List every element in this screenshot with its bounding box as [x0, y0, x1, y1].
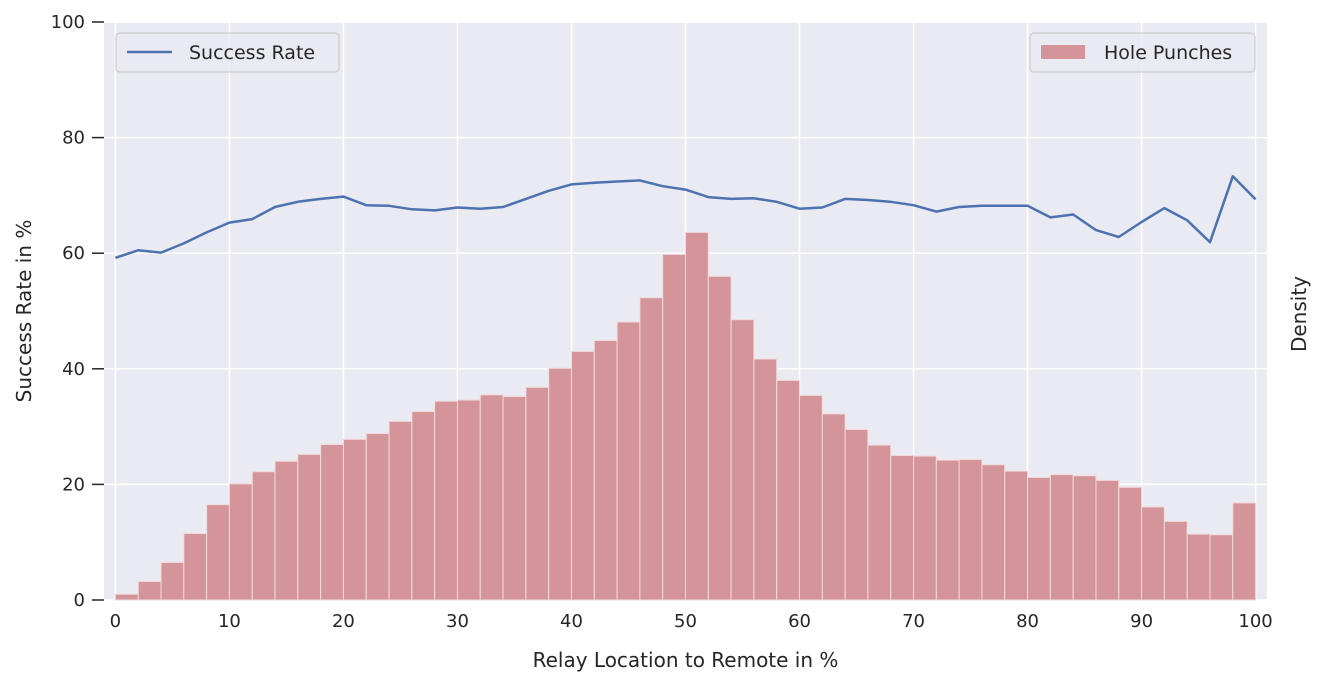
histogram-bar	[183, 533, 208, 601]
histogram-bar	[1163, 520, 1188, 601]
x-tick-label: 50	[674, 611, 697, 632]
histogram-bar	[935, 459, 960, 601]
histogram-bar	[890, 455, 915, 601]
x-axis-label: Relay Location to Remote in %	[533, 648, 839, 672]
histogram-bar	[1049, 474, 1074, 601]
legend-box	[115, 32, 340, 73]
histogram-bar	[958, 459, 983, 601]
histogram-bar	[1232, 502, 1257, 601]
legend-success-rate: Success Rate	[115, 32, 340, 73]
y-tick-label: 20	[62, 474, 85, 495]
legend-label-hole-punches: Hole Punches	[1104, 42, 1232, 64]
axes: 0 10 20 30 40 50 60 70 80 90 100 0 20 40 60 80 100	[51, 12, 1273, 632]
y-tick-label: 0	[74, 590, 85, 611]
y-tick-label: 60	[62, 243, 85, 264]
histogram-bar	[821, 413, 846, 601]
histogram-bar	[320, 444, 344, 601]
legend-bar-swatch	[1041, 45, 1085, 59]
x-tick-label: 80	[1016, 611, 1039, 632]
histogram-bar	[867, 444, 892, 601]
histogram-bar	[1186, 533, 1211, 601]
right-axis-label: Density	[1287, 276, 1311, 352]
y-tick-label: 100	[51, 12, 85, 33]
x-tick-label: 90	[1130, 611, 1153, 632]
histogram-bar	[981, 464, 1006, 601]
success-rate-line-group	[115, 175, 1257, 259]
histogram-bar	[342, 438, 367, 601]
histogram-bar	[388, 420, 413, 601]
histogram-bar	[1118, 486, 1143, 601]
success-rate-line	[115, 175, 1257, 259]
x-tick-label: 60	[788, 611, 811, 632]
histogram-bar	[1004, 470, 1029, 601]
histogram-bar	[799, 394, 823, 601]
histogram-bar	[137, 581, 162, 601]
x-tick-label: 70	[902, 611, 925, 632]
histogram-bar	[456, 399, 481, 601]
histogram-bar	[685, 231, 709, 601]
histogram-bar	[365, 433, 390, 601]
histogram-bar	[297, 453, 322, 601]
y-tick-label: 80	[62, 128, 85, 149]
x-tick-label: 0	[110, 611, 121, 632]
histogram-bar	[114, 593, 139, 601]
histogram-bar	[1141, 506, 1165, 601]
histogram-bar	[1072, 475, 1097, 601]
histogram-bar	[1095, 479, 1120, 601]
histogram-bar	[1027, 476, 1051, 601]
hole-punches-bars	[114, 231, 1257, 601]
legend-box	[1029, 32, 1256, 73]
legend-hole-punches: Hole Punches	[1029, 32, 1256, 73]
x-tick-label: 100	[1238, 611, 1272, 632]
histogram-bar	[616, 321, 641, 601]
histogram-bar	[753, 358, 778, 601]
histogram-bar	[639, 297, 664, 601]
histogram-bar	[274, 460, 299, 601]
histogram-bar	[662, 253, 687, 601]
y-axis-label: Success Rate in %	[12, 220, 36, 403]
histogram-bar	[525, 386, 550, 601]
histogram-bar	[707, 275, 732, 601]
histogram-bar	[228, 483, 253, 601]
histogram-bar	[913, 455, 937, 601]
histogram-bar	[434, 400, 458, 601]
histogram-bar	[206, 504, 230, 601]
histogram-bar	[593, 339, 618, 601]
x-tick-label: 30	[446, 611, 469, 632]
histogram-bar	[548, 367, 572, 601]
x-tick-label: 10	[218, 611, 241, 632]
x-tick-label: 40	[560, 611, 583, 632]
histogram-bar	[1209, 534, 1234, 601]
histogram-bar	[160, 561, 185, 601]
histogram-bar	[251, 471, 276, 601]
histogram-bar	[411, 411, 436, 601]
histogram-bar	[502, 396, 527, 601]
histogram-bar	[844, 428, 869, 601]
histogram-bar	[479, 394, 504, 601]
legend-label-success-rate: Success Rate	[189, 42, 315, 64]
y-tick-label: 40	[62, 359, 85, 380]
histogram-bar	[570, 350, 595, 601]
histogram-bar	[776, 379, 801, 601]
x-tick-label: 20	[332, 611, 355, 632]
histogram-bar	[730, 319, 755, 601]
